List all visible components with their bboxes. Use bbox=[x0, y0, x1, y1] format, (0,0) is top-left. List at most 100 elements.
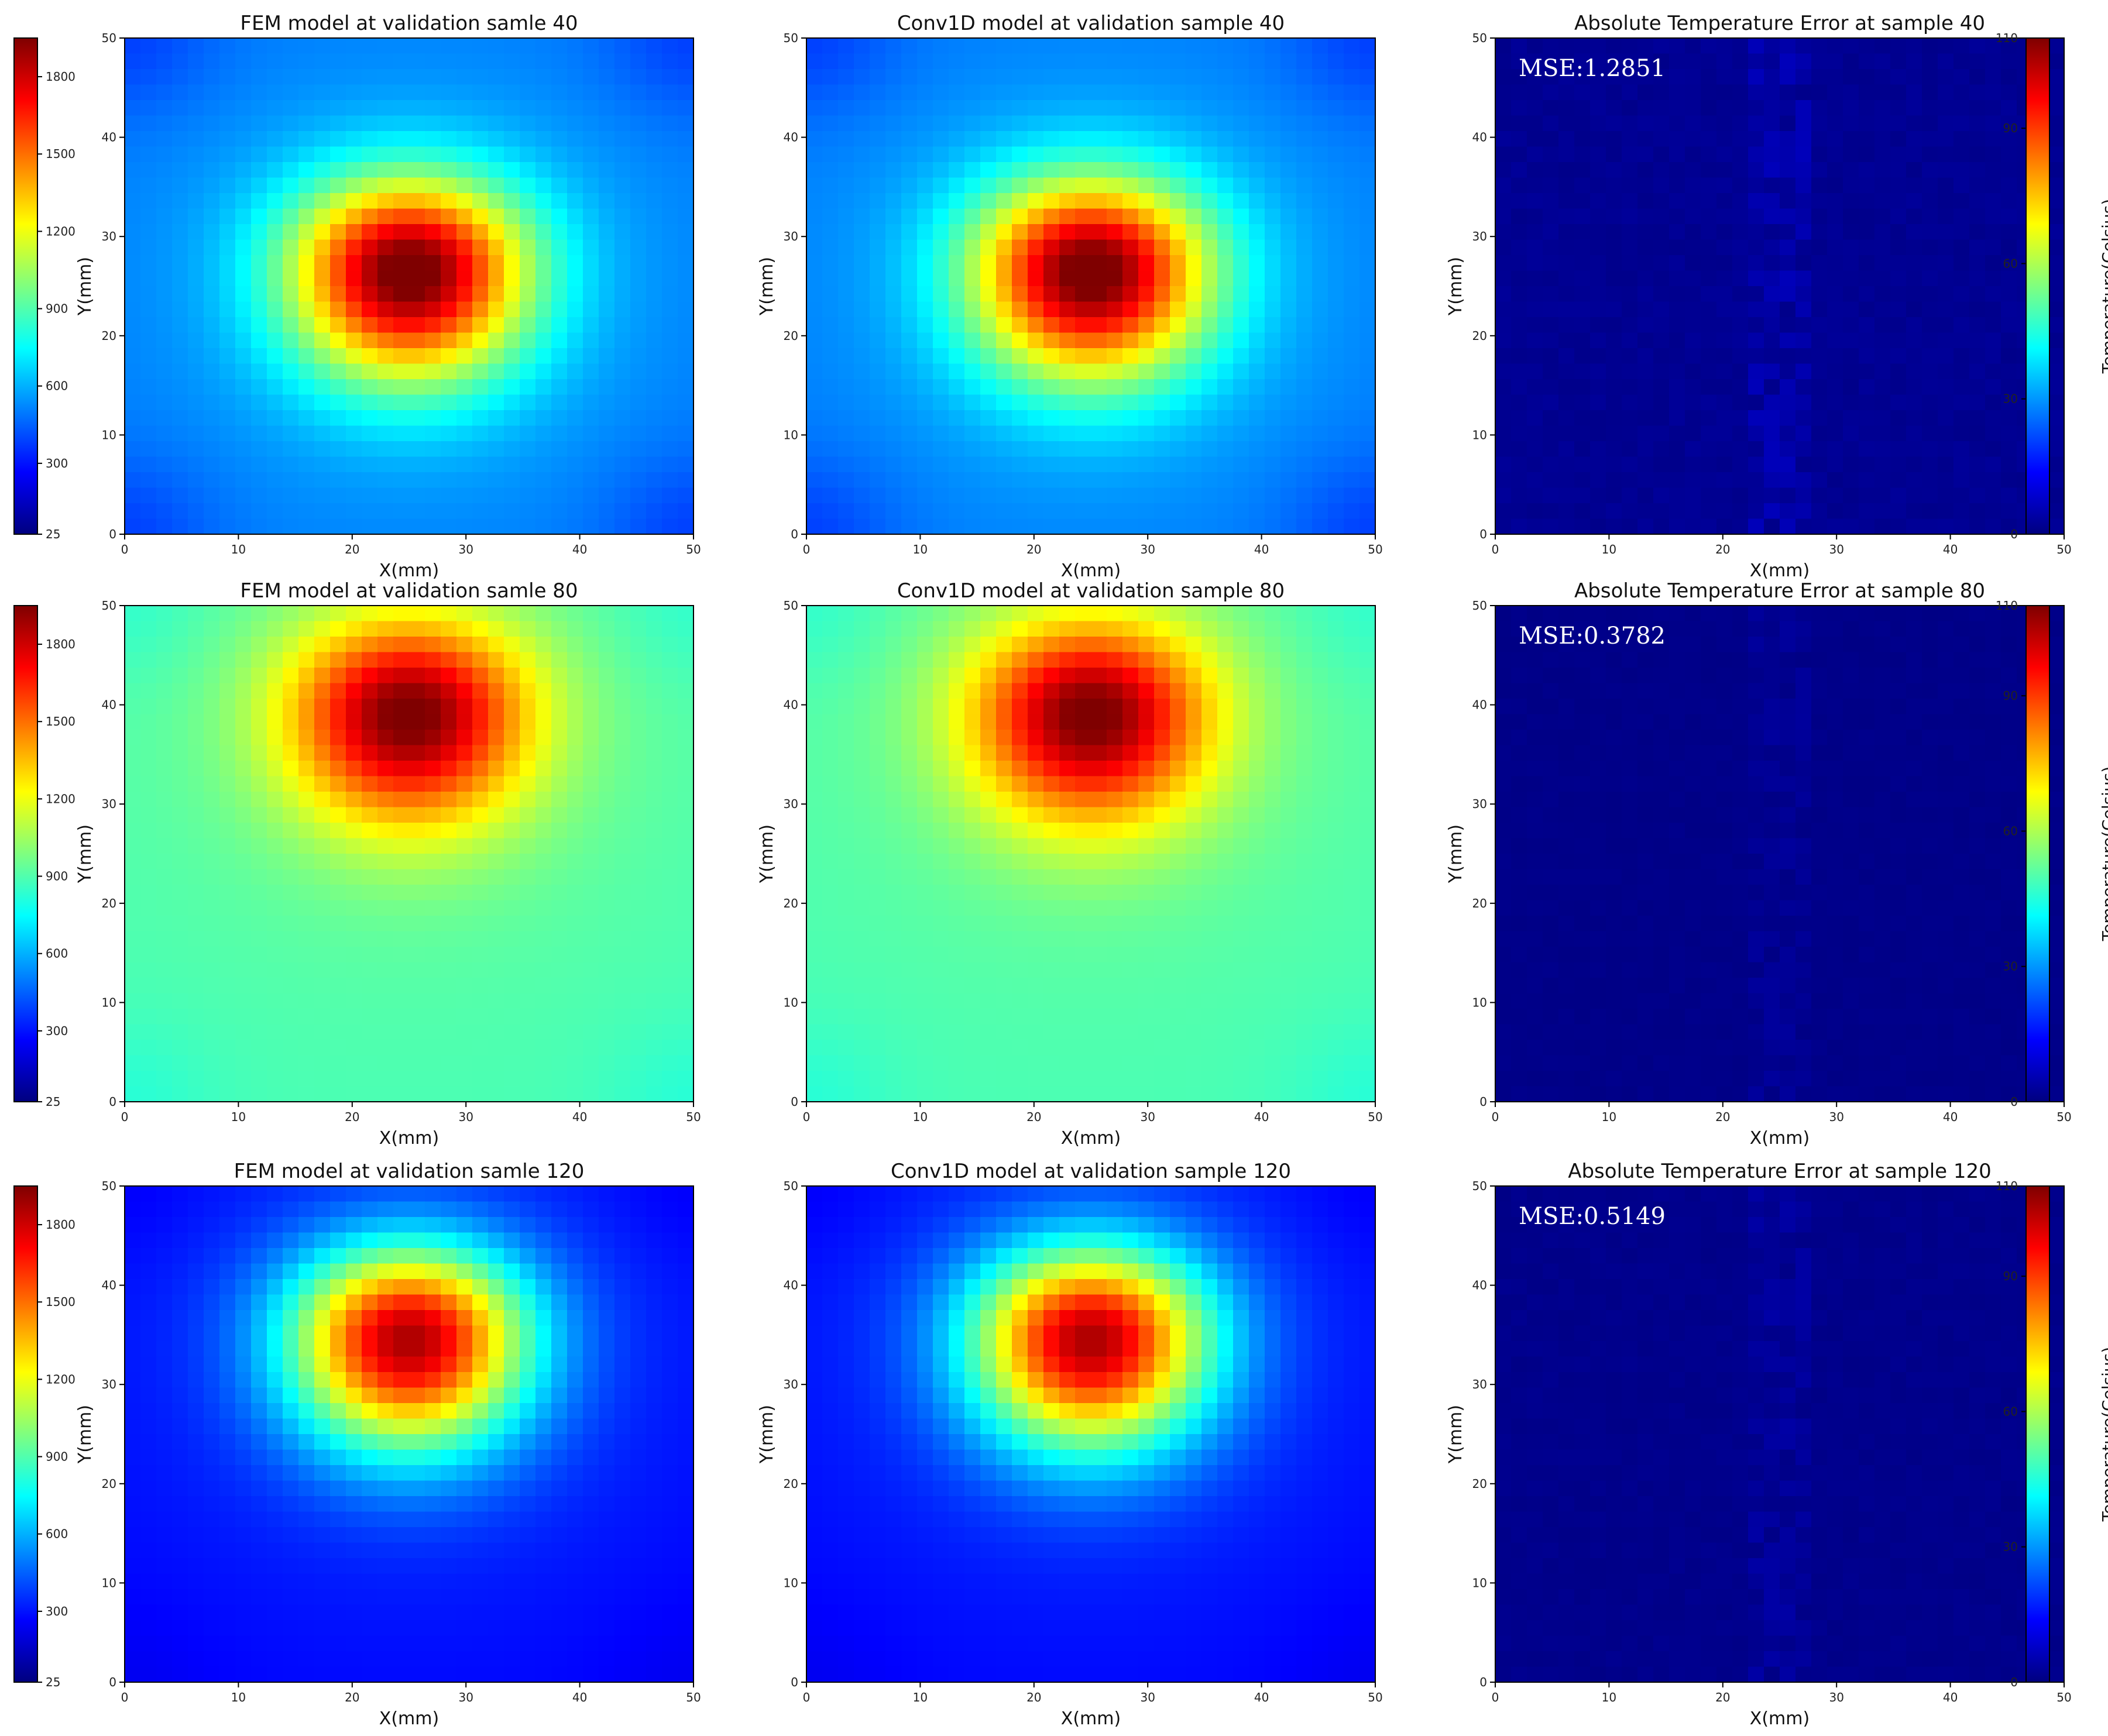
heatmap-cell bbox=[933, 193, 949, 209]
heatmap-cell bbox=[1606, 224, 1622, 240]
heatmap-cell bbox=[1312, 208, 1328, 225]
heatmap-cell bbox=[1859, 100, 1875, 116]
heatmap-cell bbox=[1685, 84, 1701, 101]
heatmap-cell bbox=[1201, 683, 1218, 699]
heatmap-cell bbox=[901, 652, 918, 668]
heatmap-cell bbox=[204, 131, 220, 147]
heatmap-cell bbox=[599, 823, 615, 839]
heatmap-cell bbox=[1122, 456, 1139, 473]
heatmap-cell bbox=[330, 993, 346, 1009]
heatmap-cell bbox=[330, 410, 346, 427]
heatmap-cell bbox=[188, 776, 204, 792]
heatmap-cell bbox=[1186, 193, 1202, 209]
heatmap-cell bbox=[441, 472, 457, 489]
heatmap-cell bbox=[1043, 441, 1060, 458]
heatmap-cell bbox=[630, 947, 647, 963]
heatmap-cell bbox=[1328, 487, 1344, 504]
heatmap-cell bbox=[1217, 621, 1234, 637]
heatmap-cell bbox=[1843, 456, 1859, 473]
heatmap-cell bbox=[267, 637, 283, 653]
heatmap-cell bbox=[472, 885, 489, 901]
heatmap-cell bbox=[646, 916, 662, 932]
heatmap-cell bbox=[1233, 683, 1249, 699]
heatmap-cell bbox=[1186, 668, 1202, 684]
heatmap-cell bbox=[251, 425, 267, 442]
heatmap-cell bbox=[630, 978, 647, 994]
heatmap-cell bbox=[2048, 503, 2065, 520]
heatmap-cell bbox=[1938, 379, 1954, 396]
x-tick-label: 20 bbox=[345, 542, 359, 556]
heatmap-cell bbox=[1312, 286, 1328, 302]
heatmap-cell bbox=[1154, 38, 1170, 54]
heatmap-cell bbox=[1028, 162, 1044, 178]
heatmap-cell bbox=[346, 947, 362, 963]
heatmap-cell bbox=[314, 503, 331, 520]
heatmap-cell bbox=[1059, 115, 1076, 132]
heatmap-cell bbox=[1811, 100, 1828, 116]
heatmap-cell bbox=[1012, 162, 1028, 178]
mse-annotation: MSE:1.2851 bbox=[1519, 55, 1666, 82]
heatmap-cell bbox=[283, 978, 299, 994]
heatmap-cell bbox=[1296, 379, 1313, 396]
heatmap-cell bbox=[1985, 441, 2001, 458]
heatmap-cell bbox=[901, 699, 918, 715]
heatmap-cell bbox=[1843, 193, 1859, 209]
heatmap-cell bbox=[330, 53, 346, 70]
heatmap-cell bbox=[219, 947, 236, 963]
heatmap-cell bbox=[251, 363, 267, 380]
heatmap-cell bbox=[1495, 193, 1512, 209]
heatmap-cell bbox=[838, 668, 854, 684]
heatmap-cell bbox=[1280, 193, 1297, 209]
heatmap-cell bbox=[188, 652, 204, 668]
heatmap-cell bbox=[949, 683, 965, 699]
heatmap-cell bbox=[885, 100, 902, 116]
heatmap-cell bbox=[583, 792, 599, 808]
heatmap-cell bbox=[346, 652, 362, 668]
heatmap-cell bbox=[996, 100, 1012, 116]
heatmap-cell bbox=[1028, 177, 1044, 194]
heatmap-cell bbox=[678, 177, 694, 194]
heatmap-cell bbox=[1280, 177, 1297, 194]
heatmap-cell bbox=[377, 668, 394, 684]
heatmap-cell bbox=[504, 978, 520, 994]
heatmap-cell bbox=[1059, 637, 1076, 653]
heatmap-cell bbox=[1359, 699, 1376, 715]
heatmap-cell bbox=[298, 993, 315, 1009]
heatmap-cell bbox=[425, 115, 441, 132]
heatmap-cell bbox=[1969, 131, 1986, 147]
heatmap-cell bbox=[1906, 100, 1922, 116]
heatmap-cell bbox=[1953, 441, 1970, 458]
heatmap-cell bbox=[1107, 637, 1123, 653]
heatmap-cell bbox=[1217, 146, 1234, 163]
heatmap-cell bbox=[996, 53, 1012, 70]
heatmap-cell bbox=[298, 131, 315, 147]
heatmap-cell bbox=[125, 348, 141, 365]
heatmap-cell bbox=[1527, 410, 1543, 427]
heatmap-cell bbox=[1028, 410, 1044, 427]
heatmap-cell bbox=[614, 146, 631, 163]
heatmap-cell bbox=[1543, 146, 1559, 163]
heatmap-cell bbox=[219, 1071, 236, 1087]
heatmap-cell bbox=[219, 916, 236, 932]
heatmap-cell bbox=[1764, 131, 1780, 147]
heatmap-cell bbox=[314, 621, 331, 637]
heatmap-cell bbox=[996, 84, 1012, 101]
heatmap-cell bbox=[409, 394, 425, 411]
heatmap-cell bbox=[314, 472, 331, 489]
heatmap-cell bbox=[949, 699, 965, 715]
heatmap-cell bbox=[1859, 193, 1875, 209]
heatmap-cell bbox=[535, 900, 552, 916]
heatmap-cell bbox=[1938, 301, 1954, 318]
heatmap-cell bbox=[140, 131, 157, 147]
heatmap-cell bbox=[1265, 379, 1281, 396]
heatmap-cell bbox=[140, 441, 157, 458]
heatmap-cell bbox=[1359, 652, 1376, 668]
heatmap-cell bbox=[1827, 69, 1843, 85]
heatmap-cell bbox=[885, 177, 902, 194]
heatmap-cell bbox=[1938, 146, 1954, 163]
heatmap-cell bbox=[488, 668, 504, 684]
heatmap-cell bbox=[283, 900, 299, 916]
heatmap-cell bbox=[614, 931, 631, 947]
heatmap-cell bbox=[267, 115, 283, 132]
heatmap-cell bbox=[1922, 425, 1938, 442]
